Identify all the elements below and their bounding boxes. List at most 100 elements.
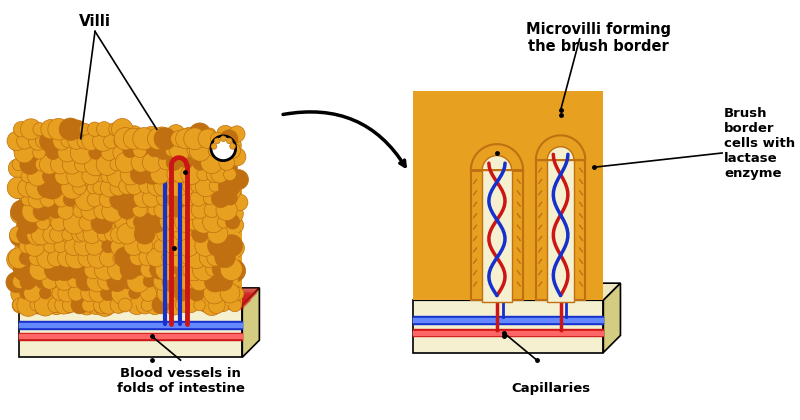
Circle shape [216, 264, 230, 278]
Circle shape [123, 144, 137, 158]
Circle shape [54, 259, 75, 281]
Circle shape [110, 180, 126, 196]
Circle shape [214, 139, 227, 152]
Circle shape [214, 227, 232, 246]
Circle shape [229, 170, 249, 189]
Circle shape [49, 205, 62, 218]
Circle shape [77, 295, 97, 315]
Circle shape [38, 149, 54, 164]
Circle shape [91, 212, 113, 234]
Circle shape [158, 147, 176, 166]
Circle shape [77, 133, 94, 149]
Circle shape [166, 155, 182, 171]
Circle shape [120, 260, 140, 279]
Circle shape [20, 155, 40, 174]
Circle shape [68, 276, 80, 288]
Circle shape [14, 259, 35, 281]
Circle shape [79, 123, 91, 135]
Circle shape [50, 227, 66, 243]
Circle shape [189, 285, 204, 301]
Circle shape [87, 192, 102, 207]
Circle shape [126, 178, 142, 195]
Circle shape [182, 127, 195, 141]
Circle shape [126, 271, 147, 293]
Circle shape [204, 202, 219, 218]
Circle shape [99, 249, 120, 270]
Text: Blood vessels in
folds of intestine: Blood vessels in folds of intestine [117, 367, 245, 395]
Circle shape [136, 202, 158, 225]
Circle shape [17, 225, 35, 244]
Circle shape [94, 260, 115, 280]
Circle shape [58, 203, 74, 219]
Circle shape [124, 181, 143, 201]
Circle shape [214, 146, 235, 168]
Circle shape [167, 167, 182, 182]
Circle shape [134, 195, 148, 210]
Circle shape [221, 136, 226, 142]
Circle shape [212, 260, 230, 278]
Circle shape [87, 134, 109, 156]
Circle shape [211, 189, 230, 207]
Circle shape [87, 249, 108, 270]
Circle shape [37, 287, 50, 300]
Circle shape [90, 194, 107, 211]
Circle shape [64, 124, 83, 144]
Circle shape [101, 145, 117, 160]
Circle shape [137, 151, 149, 163]
Polygon shape [414, 283, 621, 300]
Circle shape [34, 249, 54, 270]
Circle shape [154, 239, 167, 252]
Circle shape [14, 171, 33, 189]
Text: Villi: Villi [79, 14, 111, 29]
Circle shape [197, 263, 213, 279]
Circle shape [211, 239, 230, 257]
Circle shape [11, 283, 32, 304]
Circle shape [75, 189, 97, 211]
Circle shape [118, 201, 136, 219]
Circle shape [46, 286, 62, 301]
Circle shape [191, 225, 209, 242]
Circle shape [112, 299, 123, 311]
Circle shape [224, 168, 236, 181]
Circle shape [57, 240, 72, 256]
Circle shape [44, 240, 57, 253]
Circle shape [136, 296, 154, 314]
Circle shape [96, 240, 111, 256]
Circle shape [27, 261, 46, 280]
Circle shape [46, 183, 62, 199]
Circle shape [58, 218, 72, 233]
Circle shape [16, 123, 38, 145]
Circle shape [211, 252, 226, 267]
Circle shape [38, 226, 60, 247]
Circle shape [81, 230, 94, 243]
Circle shape [133, 203, 147, 217]
Circle shape [189, 123, 211, 145]
Circle shape [190, 190, 206, 206]
Circle shape [102, 158, 123, 178]
Circle shape [70, 263, 86, 279]
Circle shape [84, 261, 102, 279]
Circle shape [62, 197, 74, 208]
Circle shape [202, 171, 220, 189]
Circle shape [37, 247, 58, 269]
Circle shape [138, 214, 160, 236]
Circle shape [98, 147, 118, 167]
Circle shape [174, 228, 191, 245]
Circle shape [63, 212, 86, 234]
Polygon shape [470, 128, 525, 155]
Circle shape [170, 253, 183, 265]
Circle shape [12, 183, 27, 199]
Circle shape [147, 283, 168, 304]
Circle shape [94, 294, 116, 316]
Circle shape [17, 218, 30, 232]
Circle shape [117, 223, 138, 244]
Circle shape [116, 169, 137, 190]
Circle shape [53, 132, 71, 150]
Circle shape [187, 194, 205, 211]
Circle shape [41, 120, 60, 139]
Circle shape [54, 168, 72, 185]
Circle shape [107, 272, 127, 291]
Circle shape [8, 159, 27, 178]
Circle shape [82, 131, 101, 150]
Circle shape [28, 180, 50, 202]
